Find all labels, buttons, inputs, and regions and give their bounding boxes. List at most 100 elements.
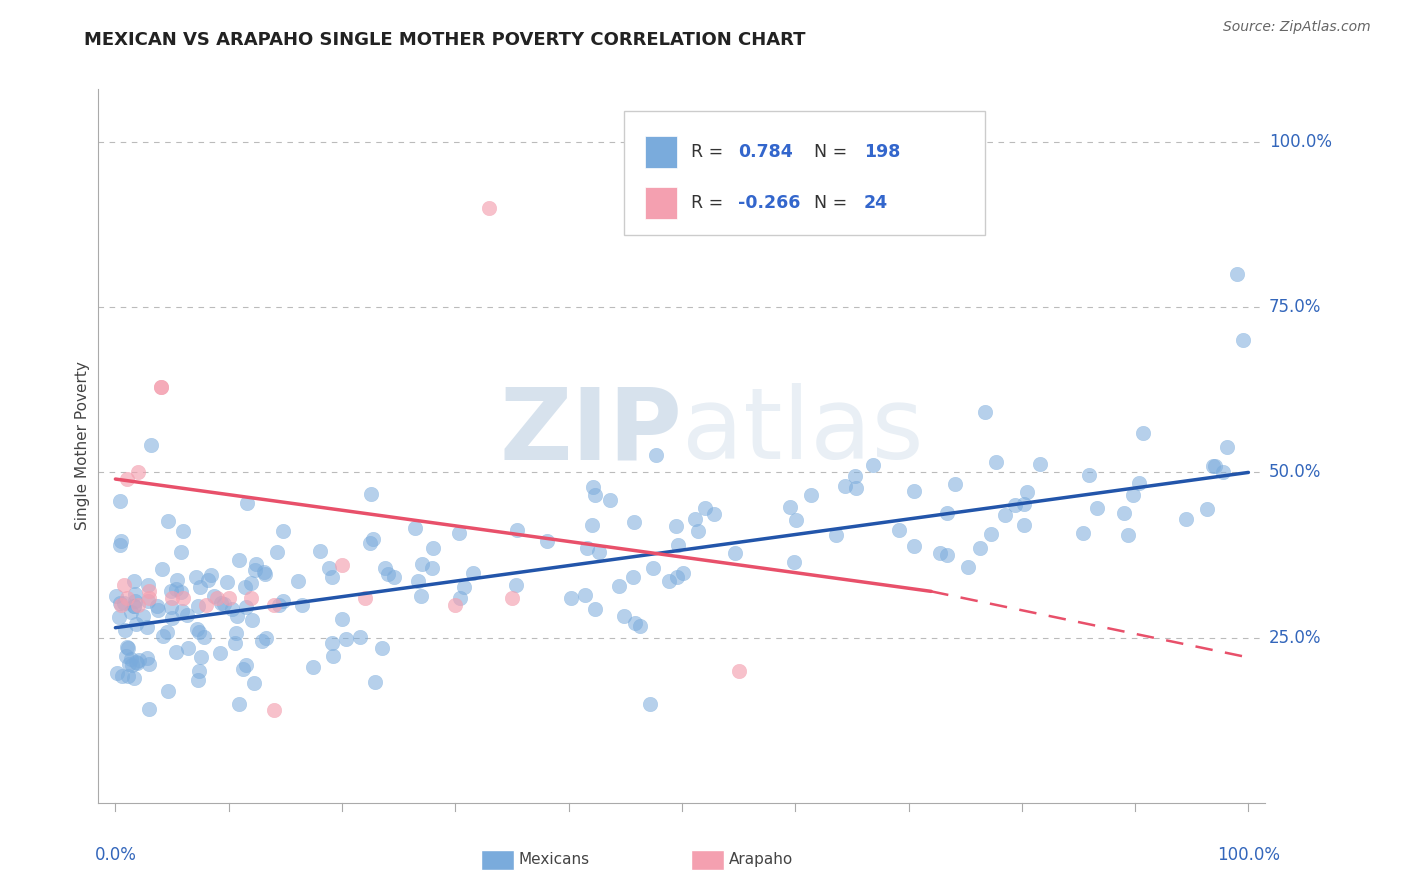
Point <box>235 658 257 673</box>
Point <box>124 594 146 608</box>
Point <box>1216 440 1239 454</box>
Point <box>121 658 143 673</box>
Point <box>1175 512 1198 526</box>
Point <box>862 458 884 472</box>
Point <box>184 570 207 584</box>
Point <box>724 546 747 560</box>
Point <box>124 617 146 632</box>
Point <box>377 567 399 582</box>
Point <box>422 541 444 555</box>
Point <box>131 609 153 624</box>
Point <box>980 526 1002 541</box>
Point <box>453 580 475 594</box>
Point <box>583 602 606 616</box>
Point <box>956 560 979 574</box>
Point <box>120 605 142 619</box>
Point <box>449 525 471 540</box>
Point <box>170 605 193 619</box>
Text: 25.0%: 25.0% <box>1268 629 1322 647</box>
Point <box>139 437 162 451</box>
Point <box>321 570 343 584</box>
Point <box>240 613 263 627</box>
Point <box>785 513 807 527</box>
Point <box>361 532 384 546</box>
Point <box>138 594 160 608</box>
Point <box>1029 458 1052 472</box>
Y-axis label: Single Mother Poverty: Single Mother Poverty <box>75 361 90 531</box>
Point <box>666 538 689 552</box>
Point <box>1128 475 1150 490</box>
Point <box>176 608 198 623</box>
Point <box>124 586 146 600</box>
Point <box>505 577 527 591</box>
Point <box>110 669 132 683</box>
Point <box>177 640 200 655</box>
Point <box>122 599 145 613</box>
Point <box>156 683 179 698</box>
Point <box>215 575 238 590</box>
Point <box>613 608 636 623</box>
Point <box>122 574 145 588</box>
Point <box>186 622 208 636</box>
Point <box>207 591 229 605</box>
Point <box>536 534 558 549</box>
Point <box>359 535 381 549</box>
Bar <box>692 850 724 870</box>
Point <box>218 591 240 605</box>
Point <box>209 596 232 610</box>
Point <box>152 629 174 643</box>
Point <box>779 500 801 514</box>
Text: R =: R = <box>692 143 728 161</box>
Point <box>271 594 294 608</box>
Point <box>150 562 173 576</box>
Point <box>127 598 149 612</box>
Point <box>638 698 661 712</box>
Point <box>197 573 219 587</box>
Point <box>187 673 209 687</box>
Point <box>420 561 443 575</box>
Point <box>135 620 157 634</box>
Point <box>588 545 610 559</box>
Point <box>360 487 382 501</box>
Point <box>1122 488 1144 502</box>
Bar <box>644 136 678 168</box>
Text: Source: ZipAtlas.com: Source: ZipAtlas.com <box>1223 20 1371 34</box>
Point <box>844 468 866 483</box>
Point <box>263 703 285 717</box>
Point <box>645 448 668 462</box>
Text: Mexicans: Mexicans <box>519 853 589 867</box>
Point <box>628 619 651 633</box>
Point <box>353 591 375 605</box>
Point <box>156 625 179 640</box>
Text: N =: N = <box>814 194 852 212</box>
Point <box>135 651 157 665</box>
Point <box>160 591 183 605</box>
Point <box>607 579 630 593</box>
Point <box>1195 502 1218 516</box>
Point <box>903 539 925 553</box>
Text: 50.0%: 50.0% <box>1268 464 1322 482</box>
Bar <box>481 850 513 870</box>
Text: R =: R = <box>692 194 728 212</box>
Point <box>107 610 129 624</box>
Point <box>1017 485 1039 500</box>
Point <box>969 541 991 555</box>
Point <box>157 514 180 528</box>
Point <box>974 405 997 419</box>
Point <box>686 524 709 539</box>
Point <box>128 653 150 667</box>
Point <box>624 615 647 630</box>
Point <box>643 561 665 575</box>
Point <box>115 640 138 654</box>
FancyBboxPatch shape <box>624 111 986 235</box>
Point <box>172 591 194 605</box>
Point <box>665 518 688 533</box>
Point <box>621 570 644 584</box>
Point <box>138 657 160 671</box>
Point <box>444 598 467 612</box>
Point <box>364 675 387 690</box>
Point <box>190 650 212 665</box>
Point <box>228 698 250 712</box>
Point <box>986 455 1008 469</box>
Point <box>308 544 330 558</box>
